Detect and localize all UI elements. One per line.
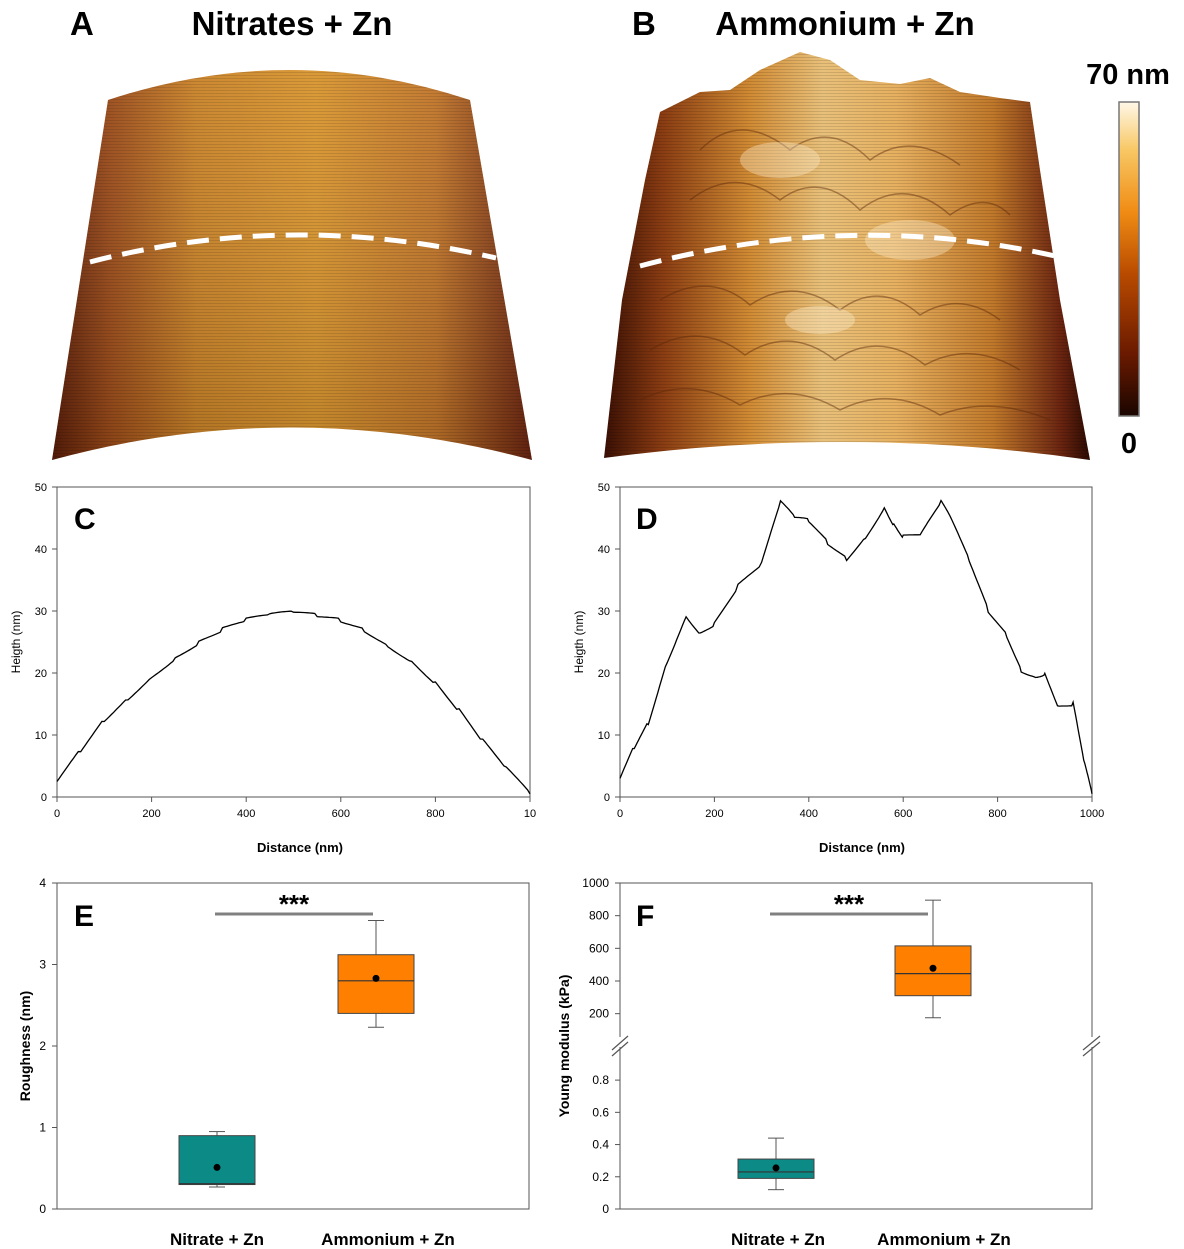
x-tick-label: 800	[426, 808, 444, 820]
boxes	[737, 899, 972, 1191]
y-ticks: 0 1 2 3 4	[39, 876, 57, 1216]
y-tick-label: 30	[35, 606, 47, 618]
significance-label: ***	[834, 889, 865, 919]
panel-c-letter: C	[74, 503, 96, 536]
mean-marker	[372, 974, 380, 982]
x-axis-label: Distance (nm)	[257, 840, 343, 855]
mean-marker	[772, 1164, 780, 1172]
x-ticks: 0 200 400 600 800 1000	[617, 797, 1104, 820]
x-tick-label: 0	[617, 808, 623, 820]
x-tick-label: 600	[894, 808, 912, 820]
y-tick-label: 0.6	[592, 1105, 609, 1119]
y-tick-label: 0	[604, 792, 610, 804]
category-label: Nitrate + Zn	[731, 1230, 825, 1249]
axis-break-gap	[610, 1037, 1100, 1047]
y-tick-label: 20	[35, 668, 47, 680]
panel-e-letter: E	[74, 900, 94, 933]
y-axis-label: Heigth (nm)	[572, 611, 586, 674]
y-tick-label: 50	[598, 482, 610, 494]
colorbar-gradient	[1118, 101, 1140, 417]
x-axis-label: Distance (nm)	[819, 840, 905, 855]
x-tick-label: 200	[705, 808, 723, 820]
y-tick-label: 1	[39, 1121, 46, 1135]
panel-a: A Nitrates + Zn	[52, 5, 532, 460]
y-tick-label: 20	[598, 668, 610, 680]
profile-line-a	[89, 232, 497, 265]
box	[337, 954, 415, 1014]
x-tick-label: 400	[800, 808, 818, 820]
colorbar-min-label: 0	[1121, 428, 1137, 460]
y-tick-label: 1000	[582, 876, 609, 890]
significance-label: ***	[279, 889, 310, 919]
panel-a-letter: A	[70, 5, 94, 42]
chart-d: D Distance (nm) Heigth (nm) 0 200 400 600 80…	[572, 482, 1104, 855]
plot-frame	[619, 486, 1093, 798]
y-tick-label: 200	[589, 1007, 609, 1021]
chart-f: F Young modulus (kPa) Nitrate + Zn Ammon…	[556, 876, 1101, 1249]
mean-marker	[929, 964, 937, 972]
y-tick-label: 3	[39, 958, 46, 972]
y-tick-label: 0	[602, 1202, 609, 1216]
y-tick-label: 40	[598, 544, 610, 556]
x-tick-label: 800	[988, 808, 1006, 820]
y-ticks: 0 10 20 30 40 50	[35, 482, 57, 804]
colorbar: 70 nm 0	[1086, 59, 1170, 460]
panel-d-letter: D	[636, 503, 658, 536]
box	[178, 1135, 256, 1186]
profile-line-b	[639, 232, 1056, 269]
y-tick-label: 40	[35, 544, 47, 556]
panel-b-letter: B	[632, 5, 656, 42]
x-tick-label: 400	[237, 808, 255, 820]
category-label: Ammonium + Zn	[877, 1230, 1011, 1249]
y-tick-label: 0	[39, 1202, 46, 1216]
y-axis-label: Heigth (nm)	[9, 611, 23, 674]
height-profile-line	[619, 499, 1093, 795]
y-tick-label: 0	[41, 792, 47, 804]
y-tick-label: 800	[589, 909, 609, 923]
plot-frame	[56, 486, 531, 798]
x-tick-label: 10	[524, 808, 536, 820]
chart-c: C Distance (nm) Heigth (nm) 0 200 400 600 80…	[9, 482, 536, 855]
y-tick-label: 30	[598, 606, 610, 618]
y-tick-label: 600	[589, 941, 609, 955]
y-tick-label: 0.4	[592, 1138, 609, 1152]
y-tick-label: 50	[35, 482, 47, 494]
plot-frame	[56, 882, 530, 1210]
x-tick-label: 1000	[1080, 808, 1104, 820]
y-tick-label: 400	[589, 974, 609, 988]
axis-break-marks	[611, 1035, 1101, 1057]
panel-a-title: Nitrates + Zn	[192, 5, 393, 42]
y-tick-label: 4	[39, 876, 46, 890]
y-tick-label: 0.2	[592, 1170, 609, 1184]
panel-b-title: Ammonium + Zn	[715, 5, 974, 42]
chart-e: E Roughness (nm) Nitrate + Zn Ammonium +…	[17, 876, 530, 1249]
height-profile-line	[56, 610, 531, 795]
y-axis-label: Young modulus (kPa)	[556, 975, 572, 1118]
boxes	[178, 919, 415, 1188]
y-ticks: 0 10 20 30 40 50	[598, 482, 620, 804]
panel-b: B Ammonium + Zn	[604, 5, 1090, 460]
x-tick-label: 0	[54, 808, 60, 820]
mean-marker	[213, 1163, 221, 1171]
y-tick-label: 10	[35, 730, 47, 742]
category-label: Ammonium + Zn	[321, 1230, 455, 1249]
panel-f-letter: F	[636, 900, 654, 933]
x-ticks: 0 200 400 600 800 10	[54, 797, 536, 820]
x-tick-label: 200	[142, 808, 160, 820]
x-tick-label: 600	[332, 808, 350, 820]
category-label: Nitrate + Zn	[170, 1230, 264, 1249]
y-axis-label: Roughness (nm)	[17, 991, 33, 1101]
y-tick-label: 2	[39, 1039, 46, 1053]
colorbar-max-label: 70 nm	[1086, 59, 1170, 91]
y-ticks: 200 400 600 800 1000 0 0.2 0.4 0.6 0.8	[582, 876, 620, 1216]
box	[894, 945, 972, 997]
y-tick-label: 10	[598, 730, 610, 742]
y-tick-label: 0.8	[592, 1073, 609, 1087]
